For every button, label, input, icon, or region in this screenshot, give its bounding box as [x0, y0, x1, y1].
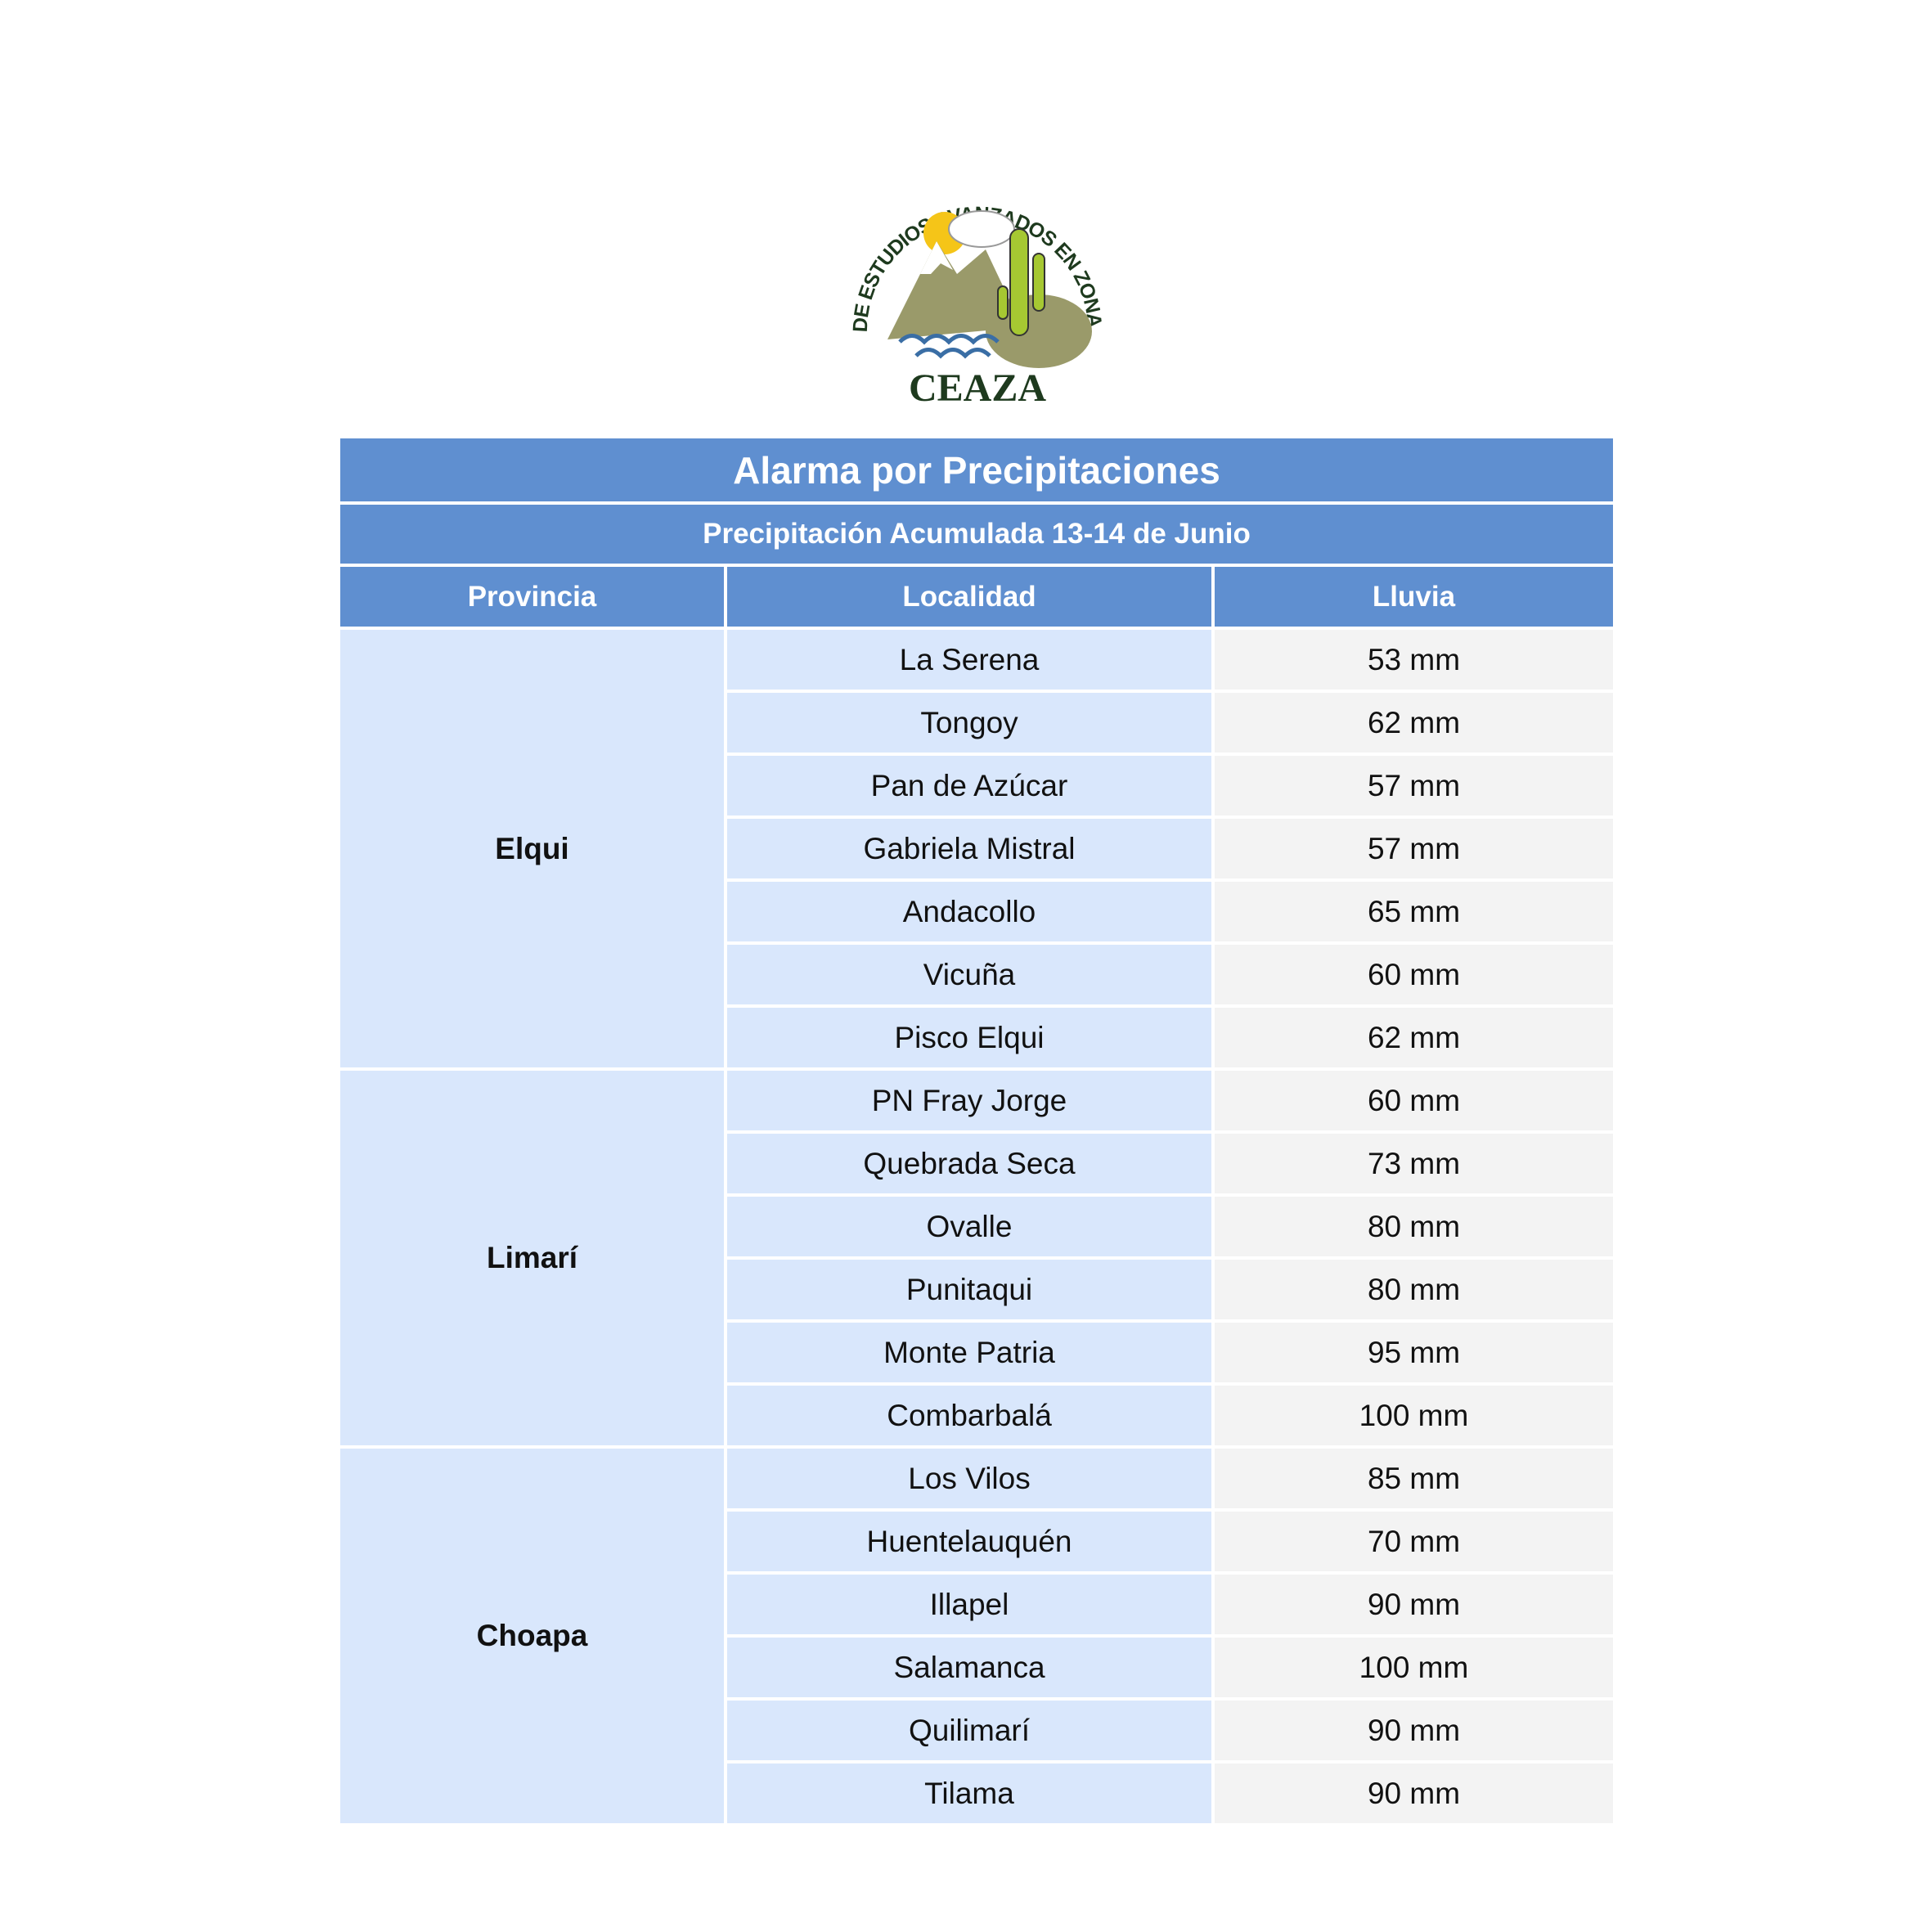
- lluvia-cell: 85 mm: [1215, 1449, 1613, 1508]
- lluvia-cell: 62 mm: [1215, 1008, 1613, 1067]
- localidad-cell: Illapel: [727, 1575, 1211, 1634]
- precipitation-table: Alarma por Precipitaciones Precipitación…: [340, 438, 1613, 1823]
- localidad-cell: Pan de Azúcar: [727, 756, 1211, 815]
- lluvia-cell: 73 mm: [1215, 1134, 1613, 1193]
- localidad-cell: Combarbalá: [727, 1386, 1211, 1445]
- localidad-cell: Gabriela Mistral: [727, 819, 1211, 878]
- localidad-cell: Quilimarí: [727, 1701, 1211, 1760]
- lluvia-cell: 70 mm: [1215, 1512, 1613, 1571]
- localidad-cell: Huentelauquén: [727, 1512, 1211, 1571]
- localidad-cell: La Serena: [727, 630, 1211, 690]
- lluvia-cell: 90 mm: [1215, 1701, 1613, 1760]
- table-grid: Provincia Localidad Lluvia Elqui La Seren…: [340, 567, 1613, 1823]
- province-cell: Elqui: [340, 630, 724, 1067]
- lluvia-cell: 90 mm: [1215, 1575, 1613, 1634]
- logo-name: CEAZA: [909, 366, 1046, 409]
- ceaza-logo: CENTRO DE ESTUDIOS AVANZADOS EN ZONAS ÁR…: [834, 164, 1107, 409]
- province-cell: Limarí: [340, 1071, 724, 1445]
- localidad-cell: Quebrada Seca: [727, 1134, 1211, 1193]
- localidad-cell: Punitaqui: [727, 1260, 1211, 1319]
- lluvia-cell: 65 mm: [1215, 882, 1613, 941]
- localidad-cell: Los Vilos: [727, 1449, 1211, 1508]
- lluvia-cell: 60 mm: [1215, 945, 1613, 1004]
- table-title: Alarma por Precipitaciones: [340, 438, 1613, 501]
- lluvia-cell: 57 mm: [1215, 756, 1613, 815]
- province-cell: Choapa: [340, 1449, 724, 1823]
- lluvia-cell: 80 mm: [1215, 1260, 1613, 1319]
- lluvia-cell: 62 mm: [1215, 693, 1613, 753]
- lluvia-cell: 90 mm: [1215, 1764, 1613, 1823]
- lluvia-cell: 53 mm: [1215, 630, 1613, 690]
- localidad-cell: Monte Patria: [727, 1323, 1211, 1382]
- table-subtitle: Precipitación Acumulada 13-14 de Junio: [340, 505, 1613, 564]
- header-lluvia: Lluvia: [1215, 567, 1613, 627]
- header-localidad: Localidad: [727, 567, 1211, 627]
- lluvia-cell: 60 mm: [1215, 1071, 1613, 1130]
- lluvia-cell: 95 mm: [1215, 1323, 1613, 1382]
- localidad-cell: Ovalle: [727, 1197, 1211, 1256]
- lluvia-cell: 100 mm: [1215, 1638, 1613, 1697]
- lluvia-cell: 80 mm: [1215, 1197, 1613, 1256]
- localidad-cell: Vicuña: [727, 945, 1211, 1004]
- localidad-cell: PN Fray Jorge: [727, 1071, 1211, 1130]
- localidad-cell: Andacollo: [727, 882, 1211, 941]
- localidad-cell: Salamanca: [727, 1638, 1211, 1697]
- localidad-cell: Tongoy: [727, 693, 1211, 753]
- localidad-cell: Tilama: [727, 1764, 1211, 1823]
- localidad-cell: Pisco Elqui: [727, 1008, 1211, 1067]
- lluvia-cell: 57 mm: [1215, 819, 1613, 878]
- header-provincia: Provincia: [340, 567, 724, 627]
- lluvia-cell: 100 mm: [1215, 1386, 1613, 1445]
